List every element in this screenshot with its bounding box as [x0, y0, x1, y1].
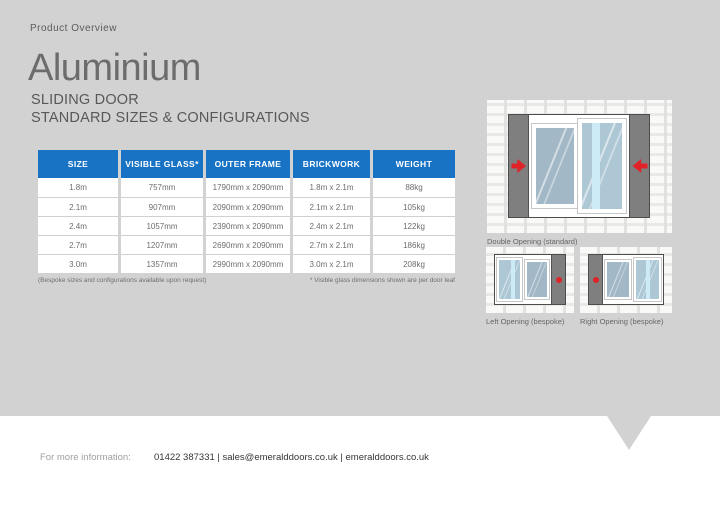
table-cell: 757mm — [121, 178, 203, 197]
subtitle-line-1: SLIDING DOOR — [31, 92, 139, 108]
sizes-table: SIZE VISIBLE GLASS* OUTER FRAME BRICKWOR… — [38, 150, 455, 273]
table-cell: 2390mm x 2090mm — [206, 216, 290, 235]
column-header-brickwork: BRICKWORK — [293, 150, 370, 178]
column-header-weight: WEIGHT — [373, 150, 455, 178]
door-leaves — [495, 255, 551, 304]
table-cell: 907mm — [121, 197, 203, 216]
table-cell: 1357mm — [121, 254, 203, 273]
glass-pane — [527, 262, 547, 297]
table-cell: 1790mm x 2090mm — [206, 178, 290, 197]
door-side-panel-right — [629, 115, 649, 217]
left-opening-caption: Left Opening (bespoke) — [486, 317, 565, 326]
door-side-panel-left — [509, 115, 529, 217]
table-cell: 2090mm x 2090mm — [206, 197, 290, 216]
table-cell: 2.4m — [38, 216, 118, 235]
table-cell: 1.8m x 2.1m — [293, 178, 370, 197]
subtitle-line-2: STANDARD SIZES & CONFIGURATIONS — [31, 110, 310, 126]
door-leaf-left — [531, 123, 579, 209]
page-subtitle: SLIDING DOOR STANDARD SIZES & CONFIGURAT… — [31, 91, 310, 127]
table-cell: 2690mm x 2090mm — [206, 235, 290, 254]
door-leaf-right — [633, 257, 662, 302]
double-opening-caption: Double Opening (standard) — [487, 237, 578, 246]
table-cell: 2.7m x 2.1m — [293, 235, 370, 254]
table-cell: 3.0m x 2.1m — [293, 254, 370, 273]
table-cell: 88kg — [373, 178, 455, 197]
right-opening-caption: Right Opening (bespoke) — [580, 317, 664, 326]
table-cell: 1057mm — [121, 216, 203, 235]
door-leaf-right — [524, 259, 550, 300]
slide-direction-marker-icon — [592, 276, 599, 283]
table-cell: 2.4m x 2.1m — [293, 216, 370, 235]
eyebrow-text: Product Overview — [30, 23, 117, 34]
table-cell: 2.1m — [38, 197, 118, 216]
slide-direction-marker-icon — [555, 276, 562, 283]
glass-highlight-stripe — [591, 123, 600, 209]
double-opening-diagram — [487, 100, 672, 233]
column-header-outer-frame: OUTER FRAME — [206, 150, 290, 178]
table-cell: 105kg — [373, 197, 455, 216]
door-leaves — [529, 115, 629, 217]
table-cell: 2.1m x 2.1m — [293, 197, 370, 216]
column-header-visible-glass: VISIBLE GLASS* — [121, 150, 203, 178]
table-footnotes: (Bespoke sizes and configurations availa… — [38, 277, 455, 284]
bottom-notch-shape — [607, 416, 651, 450]
table-cell: 2990mm x 2090mm — [206, 254, 290, 273]
door-leaf-left — [604, 259, 632, 300]
slide-right-arrow-icon — [511, 159, 526, 173]
table-cell: 2.7m — [38, 235, 118, 254]
door-assembly — [588, 254, 664, 305]
column-header-size: SIZE — [38, 150, 118, 178]
glass-pane — [536, 128, 574, 204]
door-leaves — [603, 255, 663, 304]
footer-label: For more information: — [40, 452, 131, 463]
slide-left-arrow-icon — [632, 159, 647, 173]
glass-highlight-stripe — [511, 260, 516, 299]
table-cell: 3.0m — [38, 254, 118, 273]
table-cell: 1.8m — [38, 178, 118, 197]
door-assembly — [494, 254, 566, 305]
right-opening-diagram — [580, 247, 672, 313]
left-opening-diagram — [486, 247, 574, 313]
table-cell: 186kg — [373, 235, 455, 254]
glass-highlight-stripe — [646, 260, 651, 299]
door-leaf-right — [577, 118, 627, 214]
table-cell: 1207mm — [121, 235, 203, 254]
glass-pane — [607, 262, 629, 297]
table-cell: 122kg — [373, 216, 455, 235]
footer-contact-info: 01422 387331 | sales@emeralddoors.co.uk … — [154, 452, 429, 463]
page-title: Aluminium — [28, 47, 201, 89]
glass-pane — [499, 260, 520, 299]
footnote-visible-glass: * Visible glass dimensions shown are per… — [309, 277, 455, 284]
footnote-bespoke: (Bespoke sizes and configurations availa… — [38, 277, 207, 284]
door-assembly — [508, 114, 650, 218]
door-side-panel-right — [551, 255, 565, 304]
door-leaf-left — [496, 257, 523, 302]
glass-pane — [636, 260, 659, 299]
table-cell: 208kg — [373, 254, 455, 273]
glass-pane — [582, 123, 622, 209]
door-side-panel-left — [589, 255, 603, 304]
